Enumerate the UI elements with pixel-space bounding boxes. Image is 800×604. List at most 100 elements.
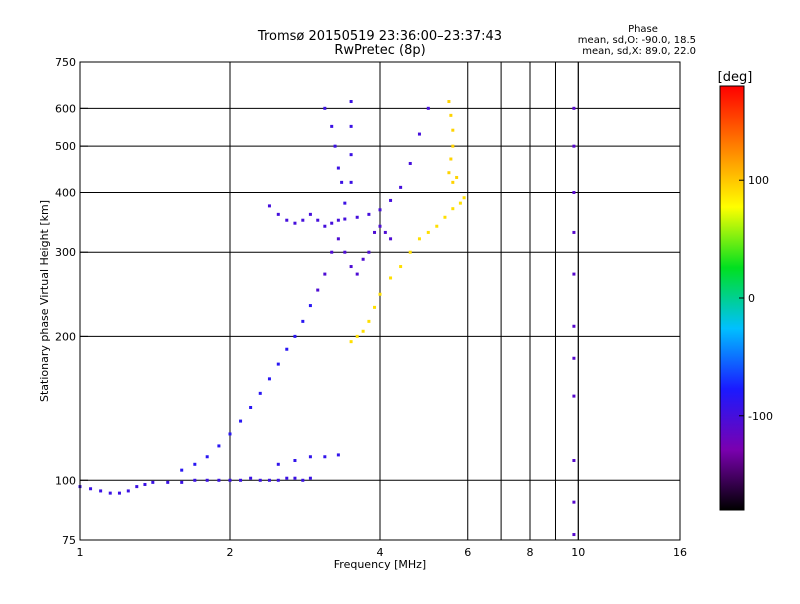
data-point xyxy=(451,128,455,132)
x-tick-label: 6 xyxy=(464,546,471,559)
data-point xyxy=(572,144,576,148)
data-point xyxy=(239,478,243,482)
data-point xyxy=(330,124,334,128)
data-point xyxy=(399,185,403,189)
plot-frame xyxy=(79,61,681,541)
x-tick-label: 10 xyxy=(571,546,585,559)
data-point xyxy=(462,196,466,200)
chart-subtitle: RwPretec (8p) xyxy=(334,43,425,58)
data-point xyxy=(89,487,93,491)
data-point xyxy=(373,230,377,234)
data-point xyxy=(367,212,371,216)
data-point xyxy=(333,144,337,148)
x-tick-label: 2 xyxy=(227,546,234,559)
data-point xyxy=(330,221,334,225)
data-point xyxy=(572,533,576,537)
data-point xyxy=(367,250,371,254)
data-points xyxy=(78,100,576,537)
data-point xyxy=(316,218,320,222)
data-point xyxy=(408,161,412,165)
data-point xyxy=(349,265,353,269)
data-point xyxy=(117,491,121,495)
data-point xyxy=(349,153,353,157)
data-point xyxy=(373,305,377,309)
y-tick-label: 100 xyxy=(55,474,76,487)
data-point xyxy=(572,230,576,234)
data-point xyxy=(378,224,382,228)
data-point xyxy=(293,476,297,480)
data-point xyxy=(267,204,271,208)
x-tick-label: 8 xyxy=(527,546,534,559)
data-point xyxy=(355,215,359,219)
phase-stats-x: mean, sd,X: 89.0, 22.0 xyxy=(582,46,696,57)
data-point xyxy=(572,394,576,398)
data-point xyxy=(455,175,459,179)
data-point xyxy=(426,106,430,110)
data-point xyxy=(249,476,253,480)
data-point xyxy=(276,212,280,216)
data-point xyxy=(276,362,280,366)
data-point xyxy=(249,405,253,409)
data-point xyxy=(361,329,365,333)
data-point xyxy=(367,319,371,323)
data-point xyxy=(449,113,453,117)
y-tick-label: 750 xyxy=(55,56,76,69)
data-point xyxy=(135,485,139,489)
data-point xyxy=(449,157,453,161)
data-point xyxy=(308,212,312,216)
data-point xyxy=(451,207,455,211)
data-point xyxy=(293,221,297,225)
grid xyxy=(80,62,680,540)
data-point xyxy=(572,106,576,110)
colorbar-ticks: 100 0 -100 xyxy=(739,174,773,423)
data-point xyxy=(228,432,232,436)
data-point xyxy=(378,208,382,212)
data-point xyxy=(276,462,280,466)
data-point xyxy=(349,180,353,184)
chart-title: Tromsø 20150519 23:36:00–23:37:43 xyxy=(257,29,502,44)
data-point xyxy=(343,250,347,254)
data-point xyxy=(355,272,359,276)
data-point xyxy=(349,340,353,344)
data-point xyxy=(572,190,576,194)
data-point xyxy=(108,491,112,495)
data-point xyxy=(143,482,147,486)
data-point xyxy=(343,217,347,221)
data-point xyxy=(572,356,576,360)
data-point xyxy=(258,391,262,395)
phase-stats-heading: Phase xyxy=(628,24,658,35)
data-point xyxy=(349,124,353,128)
data-point xyxy=(323,224,327,228)
data-point xyxy=(435,224,439,228)
data-point xyxy=(308,455,312,459)
data-point xyxy=(285,476,289,480)
data-point xyxy=(355,334,359,338)
y-axis-ticks: 75 100 200 300 400 500 600 750 xyxy=(55,56,88,547)
data-point xyxy=(193,462,197,466)
data-point xyxy=(323,272,327,276)
data-point xyxy=(336,166,340,170)
data-point xyxy=(447,171,451,175)
data-point xyxy=(258,478,262,482)
y-tick-label: 500 xyxy=(55,140,76,153)
data-point xyxy=(151,480,155,484)
data-point xyxy=(451,144,455,148)
data-point xyxy=(193,478,197,482)
data-point xyxy=(180,480,184,484)
data-point xyxy=(205,455,209,459)
data-point xyxy=(389,276,393,280)
y-axis-label: Stationary phase Virtual Height [km] xyxy=(38,200,51,402)
data-point xyxy=(572,324,576,328)
data-point xyxy=(239,419,243,423)
data-point xyxy=(417,237,421,241)
data-point xyxy=(572,500,576,504)
data-point xyxy=(447,100,451,104)
data-point xyxy=(276,478,280,482)
data-point xyxy=(217,478,221,482)
data-point xyxy=(217,444,221,448)
data-point xyxy=(323,455,327,459)
data-point xyxy=(285,218,289,222)
data-point xyxy=(301,319,305,323)
data-point xyxy=(301,478,305,482)
data-point xyxy=(417,132,421,136)
